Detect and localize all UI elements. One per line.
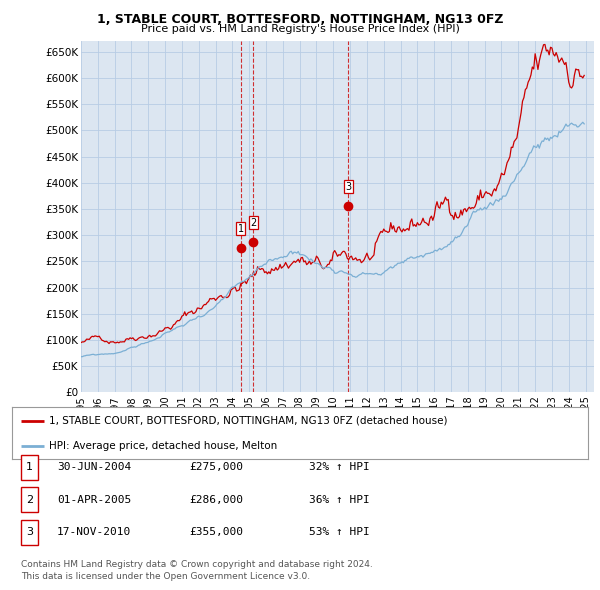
Text: This data is licensed under the Open Government Licence v3.0.: This data is licensed under the Open Gov… [21,572,310,581]
Text: 32% ↑ HPI: 32% ↑ HPI [309,463,370,472]
Text: £355,000: £355,000 [189,527,243,537]
Text: HPI: Average price, detached house, Melton: HPI: Average price, detached house, Melt… [49,441,278,451]
Text: 36% ↑ HPI: 36% ↑ HPI [309,495,370,504]
Text: 2: 2 [250,218,257,228]
Text: 3: 3 [26,527,33,537]
Text: 01-APR-2005: 01-APR-2005 [57,495,131,504]
Text: £286,000: £286,000 [189,495,243,504]
Text: 2: 2 [26,495,33,504]
Text: £275,000: £275,000 [189,463,243,472]
Text: 1: 1 [238,224,244,234]
Text: 17-NOV-2010: 17-NOV-2010 [57,527,131,537]
Text: Price paid vs. HM Land Registry's House Price Index (HPI): Price paid vs. HM Land Registry's House … [140,24,460,34]
Text: 1, STABLE COURT, BOTTESFORD, NOTTINGHAM, NG13 0FZ (detached house): 1, STABLE COURT, BOTTESFORD, NOTTINGHAM,… [49,415,448,425]
Text: Contains HM Land Registry data © Crown copyright and database right 2024.: Contains HM Land Registry data © Crown c… [21,560,373,569]
Text: 30-JUN-2004: 30-JUN-2004 [57,463,131,472]
Text: 1: 1 [26,463,33,472]
Text: 3: 3 [345,182,351,192]
Text: 1, STABLE COURT, BOTTESFORD, NOTTINGHAM, NG13 0FZ: 1, STABLE COURT, BOTTESFORD, NOTTINGHAM,… [97,13,503,26]
Text: 53% ↑ HPI: 53% ↑ HPI [309,527,370,537]
